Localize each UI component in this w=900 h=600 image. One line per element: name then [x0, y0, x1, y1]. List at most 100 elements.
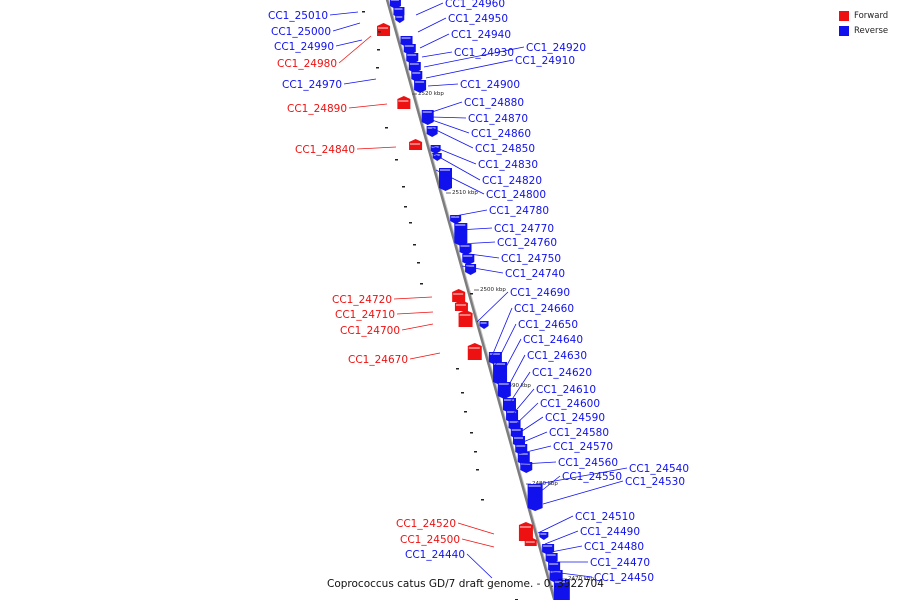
forward-gene-label[interactable]: CC1_24710	[335, 309, 395, 321]
reverse-gene-label[interactable]: CC1_24960	[445, 0, 505, 10]
reverse-gene-block[interactable]	[465, 264, 477, 275]
forward-gene-label[interactable]: CC1_24720	[332, 294, 392, 306]
reverse-gene-label[interactable]: CC1_24920	[526, 42, 586, 54]
reverse-gene-block[interactable]	[479, 321, 489, 329]
reverse-gene-block[interactable]	[421, 110, 434, 125]
reverse-gene-label[interactable]: CC1_24940	[451, 29, 511, 41]
reverse-gene-block[interactable]	[462, 254, 475, 265]
forward-gene-label[interactable]: CC1_24520	[396, 518, 456, 530]
reverse-gene-block[interactable]	[395, 15, 405, 23]
legend-reverse-label: Reverse	[854, 26, 889, 36]
minor-feature-tick	[420, 283, 423, 285]
reverse-gene-label[interactable]: CC1_24820	[482, 175, 542, 187]
reverse-gene-label[interactable]: CC1_24600	[540, 398, 600, 410]
reverse-gene-label[interactable]: CC1_24590	[545, 412, 605, 424]
reverse-gene-block[interactable]	[539, 532, 549, 540]
forward-gene-block[interactable]	[397, 96, 411, 109]
minor-feature-tick	[474, 451, 477, 453]
reverse-gene-label[interactable]: CC1_24440	[405, 549, 465, 561]
reverse-gene-label[interactable]: CC1_24910	[515, 55, 575, 67]
reverse-gene-label[interactable]: CC1_24990	[274, 41, 334, 53]
reverse-gene-label[interactable]: CC1_24510	[575, 511, 635, 523]
label-leader-line	[539, 475, 561, 493]
reverse-gene-label[interactable]: CC1_25000	[271, 26, 331, 38]
reverse-gene-label[interactable]: CC1_24640	[523, 334, 583, 346]
reverse-gene-label[interactable]: CC1_24490	[580, 526, 640, 538]
reverse-gene-label[interactable]: CC1_24760	[497, 237, 557, 249]
forward-gene-block[interactable]	[467, 343, 482, 360]
reverse-gene-label[interactable]: CC1_24690	[510, 287, 570, 299]
genome-caption: Coprococcus catus GD/7 draft genome. - 0…	[327, 578, 604, 590]
minor-feature-tick	[376, 67, 379, 69]
reverse-gene-block[interactable]	[454, 223, 468, 246]
forward-gene-label[interactable]: CC1_24980	[277, 58, 337, 70]
reverse-gene-label[interactable]: CC1_24900	[460, 79, 520, 91]
reverse-gene-label[interactable]: CC1_25010	[268, 10, 328, 22]
label-leader-line	[348, 103, 388, 109]
reverse-gene-label[interactable]: CC1_24580	[549, 427, 609, 439]
reverse-gene-label[interactable]: CC1_24560	[558, 457, 618, 469]
reverse-gene-label[interactable]: CC1_24870	[468, 113, 528, 125]
reverse-gene-block[interactable]	[426, 126, 438, 137]
label-leader-line	[343, 78, 377, 85]
forward-gene-block[interactable]	[377, 23, 391, 36]
reverse-gene-label[interactable]: CC1_24570	[553, 441, 613, 453]
label-leader-line	[510, 402, 539, 430]
forward-gene-block[interactable]	[518, 522, 533, 541]
reverse-gene-label[interactable]: CC1_24620	[532, 367, 592, 379]
reverse-gene-label[interactable]: CC1_24470	[590, 557, 650, 569]
label-leader-line	[338, 35, 372, 64]
reverse-gene-label[interactable]: CC1_24750	[501, 253, 561, 265]
scale-tick-label: 2510 kbp	[452, 190, 478, 196]
forward-gene-block[interactable]	[409, 139, 423, 150]
reverse-gene-block[interactable]	[450, 215, 462, 224]
forward-gene-label[interactable]: CC1_24500	[400, 534, 460, 546]
label-leader-line	[504, 371, 531, 411]
reverse-gene-label[interactable]: CC1_24530	[625, 476, 685, 488]
label-leader-line	[431, 119, 470, 134]
label-leader-line	[427, 83, 459, 87]
reverse-gene-label[interactable]: CC1_24450	[594, 572, 654, 584]
reverse-gene-block[interactable]	[497, 382, 511, 399]
reverse-gene-label[interactable]: CC1_24740	[505, 268, 565, 280]
label-leader-line	[454, 209, 488, 217]
forward-gene-label[interactable]: CC1_24890	[287, 103, 347, 115]
minor-feature-tick	[377, 49, 380, 51]
reverse-gene-label[interactable]: CC1_24930	[454, 47, 514, 59]
forward-gene-block[interactable]	[524, 537, 537, 546]
minor-feature-tick	[456, 368, 459, 370]
reverse-gene-label[interactable]: CC1_24630	[527, 350, 587, 362]
reverse-gene-label[interactable]: CC1_24800	[486, 189, 546, 201]
forward-gene-block[interactable]	[454, 300, 468, 311]
reverse-gene-label[interactable]: CC1_24830	[478, 159, 538, 171]
reverse-gene-label[interactable]: CC1_24880	[464, 97, 524, 109]
reverse-gene-label[interactable]: CC1_24970	[282, 79, 342, 91]
reverse-gene-label[interactable]: CC1_24850	[475, 143, 535, 155]
reverse-gene-label[interactable]: CC1_24950	[448, 13, 508, 25]
reverse-gene-label[interactable]: CC1_24650	[518, 319, 578, 331]
reverse-gene-label[interactable]: CC1_24770	[494, 223, 554, 235]
reverse-gene-block[interactable]	[527, 484, 543, 511]
reverse-gene-block[interactable]	[553, 580, 570, 600]
label-leader-line	[461, 252, 500, 259]
reverse-gene-label[interactable]: CC1_24550	[562, 471, 622, 483]
reverse-gene-label[interactable]: CC1_24610	[536, 384, 596, 396]
forward-gene-block[interactable]	[458, 310, 473, 327]
forward-gene-label[interactable]: CC1_24840	[295, 144, 355, 156]
label-leader-line	[512, 416, 544, 438]
reverse-gene-label[interactable]: CC1_24480	[584, 541, 644, 553]
reverse-gene-label[interactable]: CC1_24860	[471, 128, 531, 140]
label-leader-line	[401, 323, 434, 331]
reverse-gene-block[interactable]	[439, 168, 452, 191]
reverse-gene-label[interactable]: CC1_24540	[629, 463, 689, 475]
reverse-gene-block[interactable]	[414, 80, 427, 93]
reverse-gene-label[interactable]: CC1_24780	[489, 205, 549, 217]
label-leader-line	[393, 296, 433, 300]
label-leader-line	[544, 530, 579, 545]
reverse-gene-label[interactable]: CC1_24660	[514, 303, 574, 315]
label-leader-line	[459, 241, 496, 245]
forward-gene-label[interactable]: CC1_24700	[340, 325, 400, 337]
forward-gene-block[interactable]	[452, 289, 466, 302]
forward-gene-label[interactable]: CC1_24670	[348, 354, 408, 366]
